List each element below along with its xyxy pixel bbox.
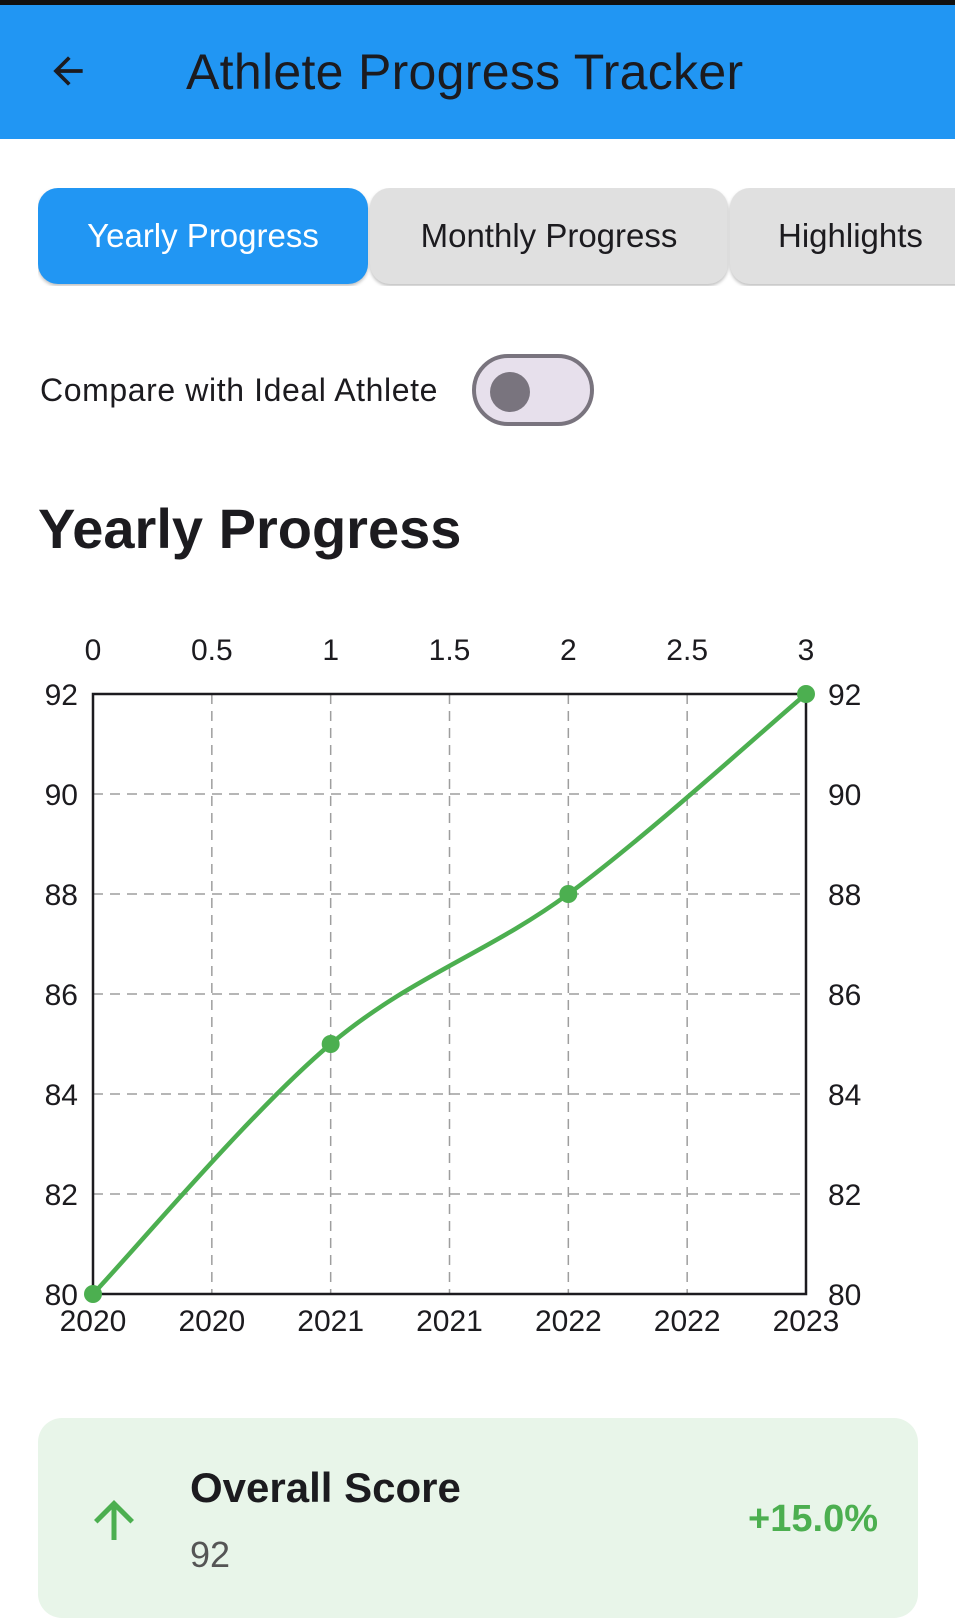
top-tick-label: 2.5 [666,634,708,667]
top-tick-label: 1 [322,634,339,667]
bottom-tick-label: 2023 [773,1305,840,1338]
score-card: Overall Score 92 +15.0% [38,1418,918,1618]
data-point [559,885,578,903]
tab-bar: Yearly Progress Monthly Progress Highlig… [38,188,955,286]
tab-yearly-progress[interactable]: Yearly Progress [38,188,368,284]
chart-container: 0 0.5 1 1.5 2 2.5 3 2020 2020 2021 2021 2022 2022 202… [0,610,955,1340]
y-tick-label-right: 90 [828,779,861,812]
y-tick-label-left: 92 [45,679,78,712]
data-point [797,685,815,703]
score-title: Overall Score [190,1464,461,1511]
y-tick-label-left: 82 [45,1179,78,1212]
data-point [84,1285,102,1303]
app-bar: Athlete Progress Tracker [0,5,955,139]
top-tick-label: 3 [798,634,815,667]
y-tick-label-right: 92 [828,679,861,712]
y-tick-label-left: 80 [45,1279,78,1312]
y-tick-label-right: 80 [828,1279,861,1312]
section-title: Yearly Progress [38,497,462,560]
top-tick-label: 0 [85,634,102,667]
top-tick-label: 0.5 [191,634,233,667]
y-tick-label-right: 88 [828,879,861,912]
series-line [90,691,809,1297]
compare-row: Compare with Ideal Athlete [40,352,640,428]
status-bar [0,0,955,5]
app-title: Athlete Progress Tracker [186,44,744,100]
y-tick-label-right: 84 [828,1079,861,1112]
bottom-tick-label: 2021 [416,1305,483,1338]
bottom-tick-label: 2022 [535,1305,602,1338]
compare-label: Compare with Ideal Athlete [40,371,439,408]
y-tick-label-left: 90 [45,779,78,812]
y-tick-label-left: 86 [45,979,78,1012]
bottom-tick-label: 2020 [178,1305,245,1338]
bottom-tick-label: 2021 [297,1305,364,1338]
y-tick-label-left: 88 [45,879,78,912]
data-point [321,1035,340,1053]
toggle-knob [490,372,530,412]
top-tick-label: 1.5 [429,634,471,667]
arrow-up-icon [94,1500,134,1540]
compare-toggle[interactable] [472,354,594,426]
y-tick-label-right: 82 [828,1179,861,1212]
plot-frame [91,692,808,1296]
y-tick-label-left: 84 [45,1079,78,1112]
tab-highlights[interactable]: Highlights [730,188,955,284]
top-tick-label: 2 [560,634,577,667]
yearly-progress-chart: 0 0.5 1 1.5 2 2.5 3 2020 2020 2021 2021 2022 2022 202… [45,634,862,1338]
arrow-left-icon [53,56,83,86]
tab-monthly-progress[interactable]: Monthly Progress [370,188,728,284]
score-value: 92 [190,1534,231,1575]
score-change: +15.0% [748,1498,878,1540]
bottom-tick-label: 2020 [60,1305,127,1338]
bottom-tick-label: 2022 [654,1305,721,1338]
y-tick-label-right: 86 [828,979,861,1012]
back-button[interactable] [38,41,98,101]
